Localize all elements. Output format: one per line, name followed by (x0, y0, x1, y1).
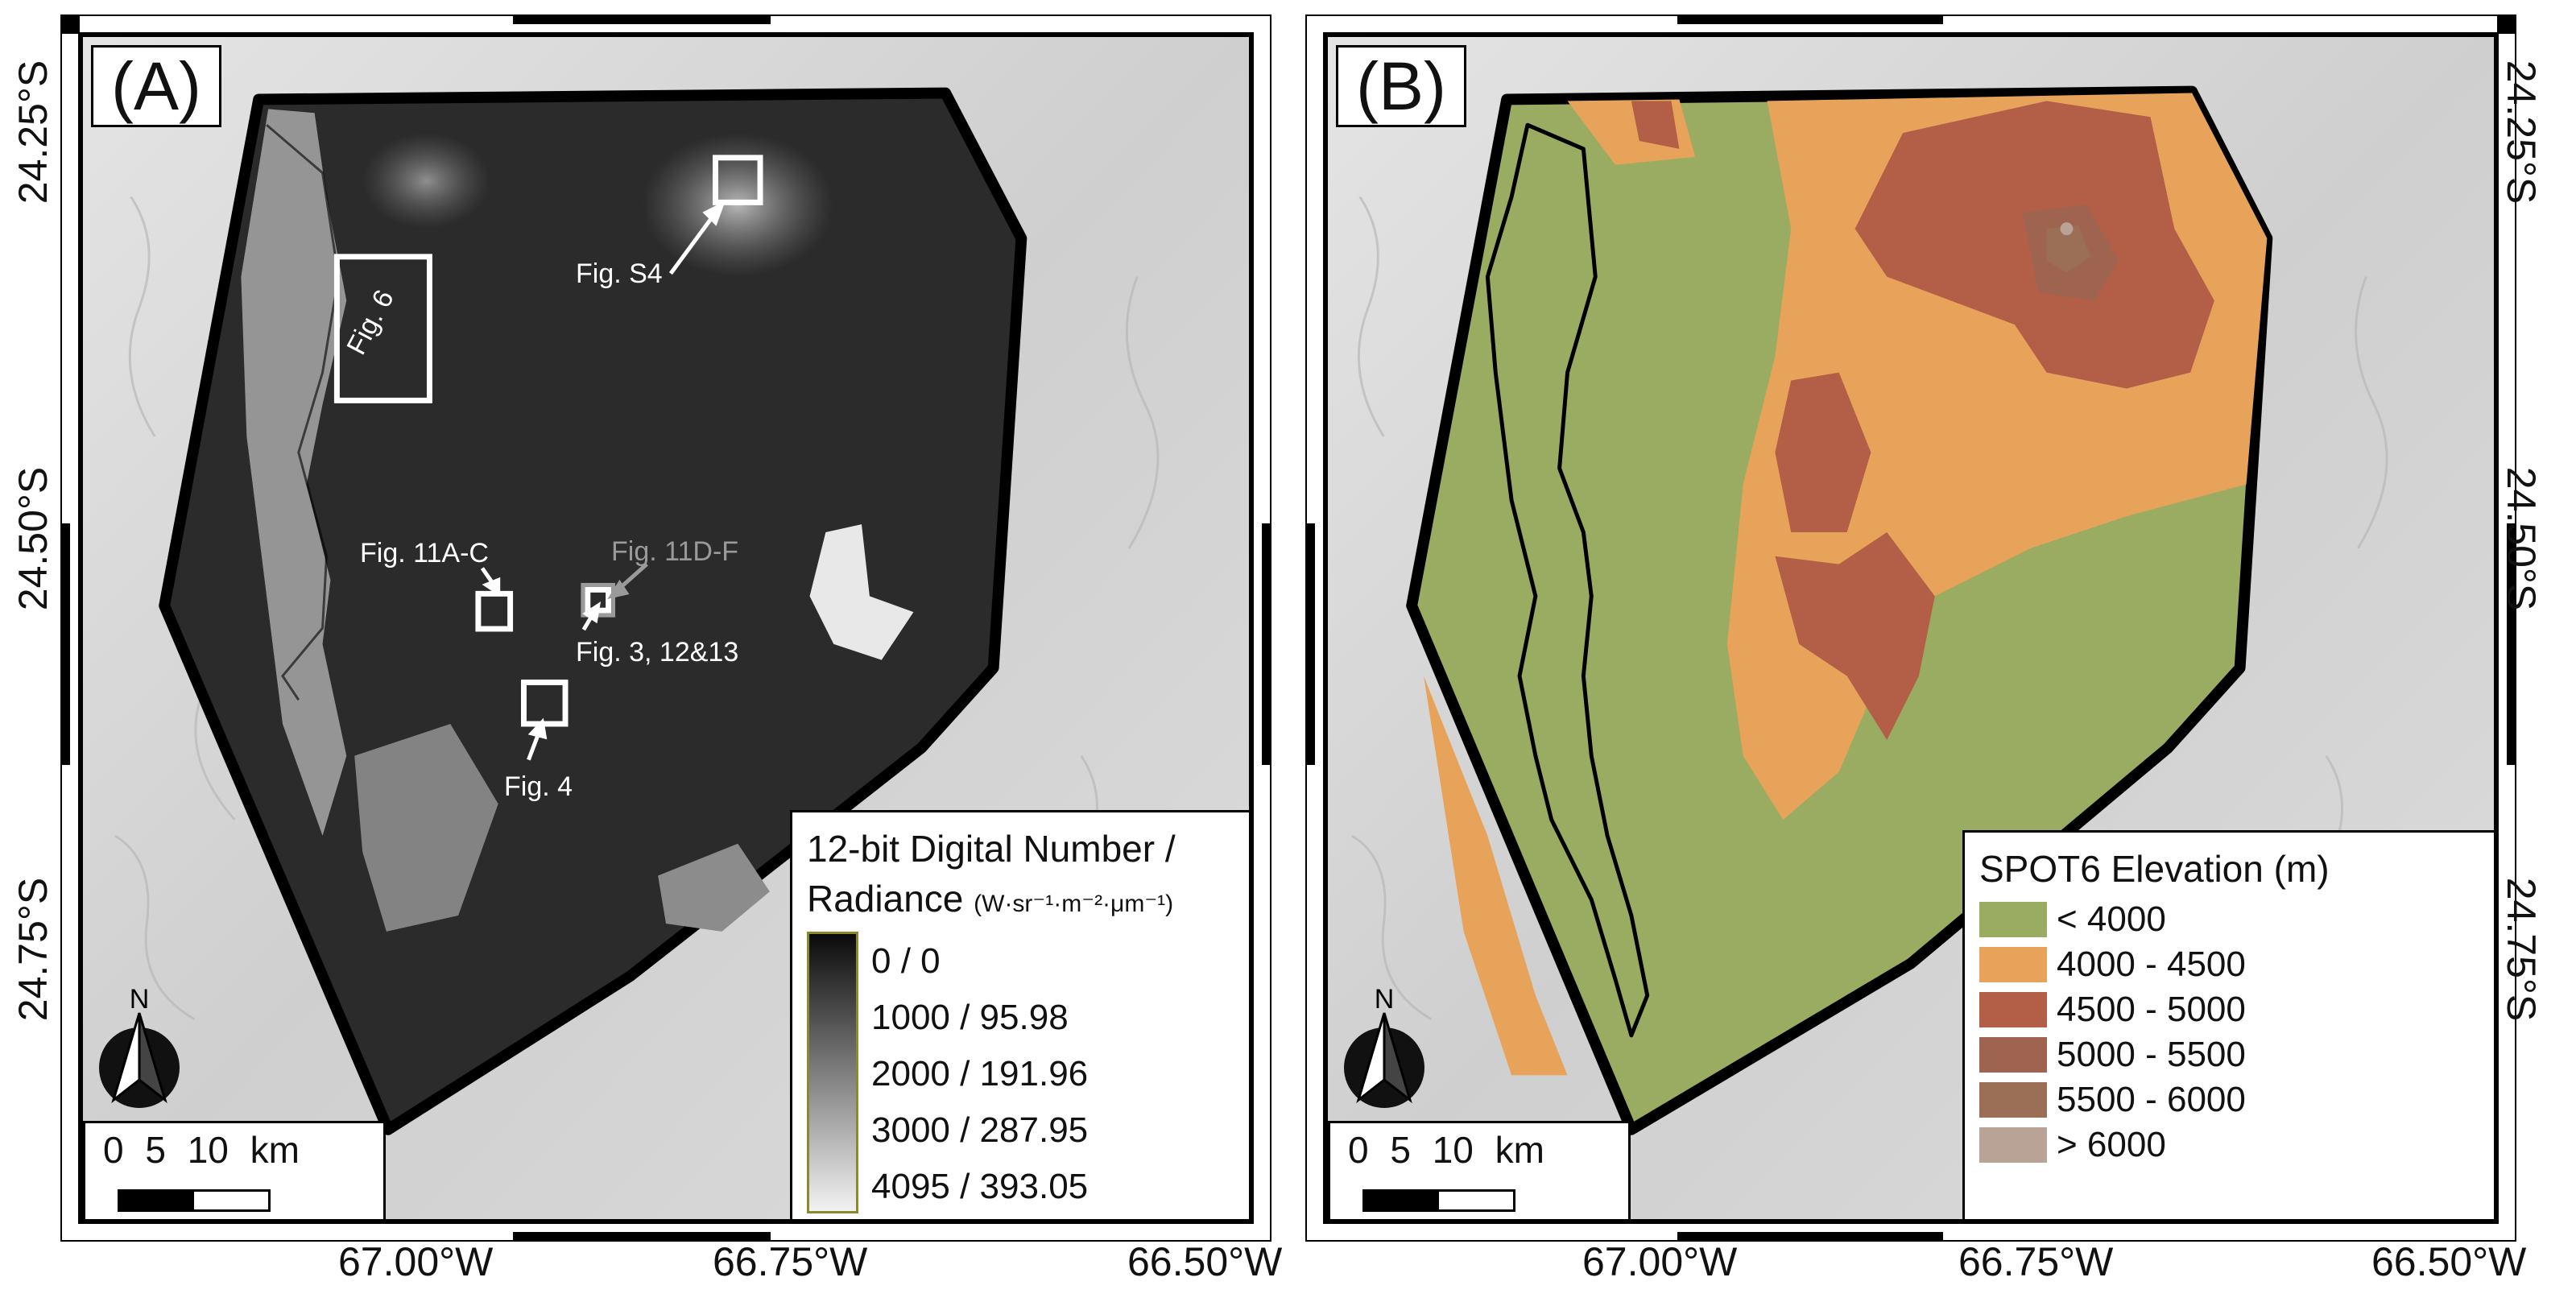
legend-swatch (1979, 1127, 2047, 1164)
legend-item-label: 5000 - 5500 (2057, 1035, 2246, 1075)
north-arrow-icon: N (99, 984, 180, 1108)
map-neatline (1305, 14, 2516, 1242)
north-arrow-icon: N (1344, 984, 1424, 1108)
ramp-labels: 0 / 0 1000 / 95.98 2000 / 191.96 3000 / … (871, 933, 1088, 1215)
legend-item-label: 5500 - 6000 (2057, 1080, 2246, 1120)
legend-title-line2: Radiance (807, 878, 964, 920)
svg-text:N: N (1375, 984, 1395, 1015)
neatline-segment (62, 523, 70, 765)
legend-item: 5000 - 5500 (1979, 1032, 2487, 1077)
legend-item: 5500 - 6000 (1979, 1077, 2487, 1122)
panel-label: (B) (1336, 45, 1466, 127)
salar-outline (1485, 122, 1650, 1038)
radiance-legend: 12-bit Digital Number / Radiance (W·sr⁻¹… (790, 810, 1249, 1219)
lat-label-b-24-25: 24.25°S (2499, 60, 2545, 205)
scale-bar: 0 5 10 km (83, 1121, 386, 1219)
legend-unit: (W·sr⁻¹·m⁻²·μm⁻¹) (974, 891, 1174, 918)
map-neatline (60, 14, 1271, 1242)
lon-label-a-66-50: 66.50°W (1127, 1239, 1283, 1284)
svg-text:N: N (130, 984, 150, 1015)
neatline-corner (2497, 16, 2515, 34)
callout-fig-4: Fig. 4 (504, 771, 573, 802)
neatline-corner (62, 16, 80, 34)
lon-label-a-66-75: 66.75°W (713, 1239, 868, 1284)
elevation-map-canvas (1328, 37, 2494, 1219)
callout-fig-11df: Fig. 11D-F (611, 536, 739, 567)
radiance-ramp (807, 932, 858, 1213)
callout-fig-3-12-13: Fig. 3, 12&13 (576, 637, 739, 668)
fig-s4-box (713, 155, 763, 205)
ramp-label: 1000 / 95.98 (871, 998, 1069, 1037)
ramp-label: 4095 / 393.05 (871, 1167, 1089, 1206)
lon-label-a-67-00: 67.00°W (338, 1239, 494, 1284)
lon-label-b-67-00: 67.00°W (1582, 1239, 1738, 1284)
map-frame-b: (B) SPOT6 Elevation (m) < 4000 4000 - 45… (1323, 32, 2499, 1224)
ramp-label: 2000 / 191.96 (871, 1054, 1089, 1093)
fig-6-box (333, 254, 432, 403)
legend-title: SPOT6 Elevation (m) (1979, 848, 2330, 890)
ramp-label: 0 / 0 (871, 941, 941, 981)
scale-bar-graphic (118, 1189, 271, 1212)
neatline-segment (1677, 1232, 1943, 1240)
legend-title-line1: 12-bit Digital Number / (807, 828, 1176, 870)
lat-label-b-24-75: 24.75°S (2499, 877, 2545, 1022)
legend-item-label: 4000 - 4500 (2057, 945, 2246, 985)
lon-label-b-66-50: 66.50°W (2371, 1239, 2527, 1284)
legend-title-line2-wrap: Radiance (W·sr⁻¹·m⁻²·μm⁻¹) (807, 874, 1242, 924)
panel-label: (A) (91, 45, 221, 127)
panel-a-radiance-map: Fig. S4 Fig. 6 Fig. 11A-C Fig. 11D-F Fig… (60, 14, 1271, 1242)
fig-4-box (520, 679, 569, 727)
neatline-segment (513, 16, 771, 24)
lon-label-b-66-75: 66.75°W (1958, 1239, 2114, 1284)
legend-swatch (1979, 902, 2047, 938)
callout-arrows (480, 200, 726, 761)
elevation-legend: SPOT6 Elevation (m) < 4000 4000 - 4500 4… (1962, 830, 2494, 1219)
legend-item-label: > 6000 (2057, 1125, 2166, 1165)
scale-bar-text: 0 5 10 km (103, 1129, 300, 1171)
legend-swatch (1979, 1082, 2047, 1118)
callout-fig-s4: Fig. S4 (576, 258, 663, 289)
legend-item: < 4000 (1979, 897, 2487, 942)
neatline-segment (2507, 523, 2515, 765)
fig-11ac-box (475, 590, 514, 632)
neatline-segment (1677, 16, 1943, 24)
lat-label-a-24-75: 24.75°S (10, 877, 56, 1022)
legend-item: 4000 - 4500 (1979, 942, 2487, 987)
salar-shoreline (266, 124, 340, 701)
neatline-segment (1262, 523, 1270, 765)
scale-bar: 0 5 10 km (1328, 1121, 1631, 1219)
legend-swatch (1979, 1037, 2047, 1073)
neatline-segment (1307, 523, 1315, 765)
legend-item: > 6000 (1979, 1122, 2487, 1168)
scale-bar-text: 0 5 10 km (1348, 1129, 1544, 1171)
elevation-class-gt-6000 (2060, 222, 2074, 236)
lat-label-b-24-50: 24.50°S (2499, 466, 2545, 611)
legend-swatch (1979, 947, 2047, 983)
lat-label-a-24-25: 24.25°S (10, 60, 56, 205)
radiance-map-canvas (83, 37, 1249, 1219)
legend-item-label: 4500 - 5000 (2057, 990, 2246, 1030)
panel-b-elevation-map: (B) SPOT6 Elevation (m) < 4000 4000 - 45… (1305, 14, 2516, 1242)
map-frame-a: Fig. S4 Fig. 6 Fig. 11A-C Fig. 11D-F Fig… (78, 32, 1254, 1224)
legend-swatch (1979, 992, 2047, 1028)
ramp-label: 3000 / 287.95 (871, 1110, 1089, 1150)
scale-bar-graphic (1362, 1189, 1515, 1212)
legend-item: 4500 - 5000 (1979, 987, 2487, 1032)
figure-boxes (333, 155, 763, 727)
elevation-class-5500-6000 (2046, 225, 2091, 273)
callout-fig-11ac: Fig. 11A-C (360, 538, 489, 568)
callout-arrow-gray (607, 562, 648, 600)
legend-item-label: < 4000 (2057, 899, 2166, 940)
lat-label-a-24-50: 24.50°S (10, 466, 56, 611)
neatline-segment (513, 1232, 771, 1240)
